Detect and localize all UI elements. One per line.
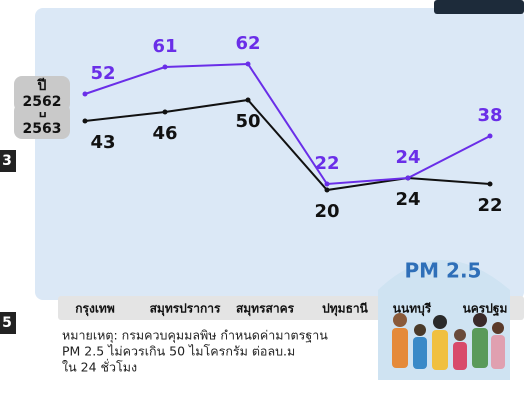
fragment-text: 3 [2,153,12,169]
badge-text: PM 2.5 [405,259,482,283]
point [163,110,168,115]
plot-panel [35,8,524,300]
value-label: 43 [90,132,115,153]
page: {"chart_data": {"type": "line", "categor… [0,0,524,408]
category-label: ปทุมธานี [322,302,369,317]
category-label: นนทบุรี [393,302,432,317]
point [488,134,493,139]
category-label: กรุงเทพ [75,302,115,317]
chart: 3 5 PM 2.5 กรุงเทพ สมุทรปราการ สมุทรสาคร ปท… [0,0,524,408]
value-label: 22 [314,153,339,174]
category-label: สมุทรสาคร [236,302,295,317]
value-label: 52 [90,63,115,84]
value-label: 62 [235,33,260,54]
value-label: 50 [235,111,260,132]
legend-word: ปี [36,78,46,94]
point [246,98,251,103]
value-label: 22 [477,195,502,216]
value-label: 24 [395,189,420,210]
value-label: 38 [477,105,502,126]
legend-word: 2562 [23,94,62,110]
point [406,176,411,181]
note-line: ใน 24 ชั่วโมง [62,359,137,375]
value-label: 61 [152,36,177,57]
legend-word: 2563 [23,121,62,137]
note-line: PM 2.5 ไม่ควรเกิน 50 ไมโครกรัม ต่อลบ.ม [62,344,295,359]
point [325,188,330,193]
note-line: หมายเหตุ: กรมควบคุมมลพิษ กำหนดค่ามาตรฐาน [62,328,328,344]
value-label: 46 [152,123,177,144]
point [246,62,251,67]
point [325,182,330,187]
point [163,65,168,70]
point [488,182,493,187]
corner-tab [434,0,524,14]
value-label: 20 [314,201,339,222]
category-label: นครปฐม [463,302,508,317]
point [83,92,88,97]
point [83,119,88,124]
category-label: สมุทรปราการ [150,302,221,317]
fragment-text: 5 [2,315,12,331]
badge: PM 2.5 [378,259,510,381]
value-label: 24 [395,147,420,168]
